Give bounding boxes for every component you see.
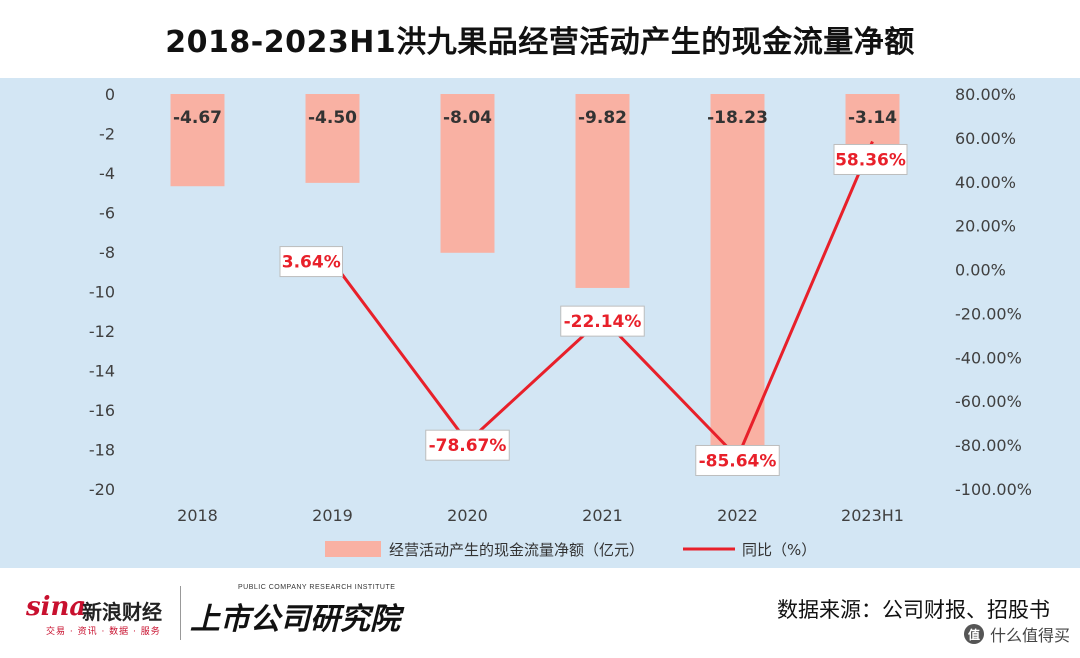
yoy-label-box: [279, 246, 343, 278]
yoy-label-box: [425, 429, 510, 461]
x-tick-label: 2020: [447, 506, 488, 525]
institute-name: 上市公司研究院: [190, 602, 400, 637]
y-right-tick-label: -20.00%: [955, 304, 1022, 323]
x-tick-label: 2018: [177, 506, 218, 525]
y-left-tick-label: -14: [89, 362, 115, 381]
y-right-tick-label: -40.00%: [955, 348, 1022, 367]
y-left-tick-label: -12: [89, 322, 115, 341]
y-left-tick-label: -16: [89, 401, 115, 420]
yoy-data-label: -22.14%: [564, 312, 642, 332]
bar-data-label: -18.23: [707, 108, 768, 128]
y-left-tick-label: -6: [99, 204, 115, 223]
watermark: 值 什么值得买: [963, 622, 1070, 646]
yoy-data-label: -78.67%: [429, 436, 507, 456]
chart-title: 2018-2023H1洪九果品经营活动产生的现金流量净额: [165, 25, 915, 60]
sina-finance-logo: sina 新浪财经 交易 · 资讯 · 数据 · 服务: [26, 590, 176, 637]
y-left-tick-label: -10: [89, 283, 115, 302]
footer-divider: [180, 586, 181, 640]
y-right-tick-label: -80.00%: [955, 436, 1022, 455]
bar: [710, 94, 765, 455]
y-left-tick-label: -18: [89, 441, 115, 460]
y-right-tick-label: 40.00%: [955, 173, 1016, 192]
sina-brand-sub: 交易 · 资讯 · 数据 · 服务: [46, 627, 161, 637]
bar-data-label: -4.50: [308, 108, 357, 128]
y-left-tick-label: -8: [99, 243, 115, 262]
bar-data-label: -9.82: [578, 108, 627, 128]
y-left-tick-label: 0: [105, 85, 115, 104]
research-institute-logo: PUBLIC COMPANY RESEARCH INSTITUTE 上市公司研究…: [190, 582, 420, 642]
institute-english-name: PUBLIC COMPANY RESEARCH INSTITUTE: [238, 584, 396, 591]
x-tick-label: 2022: [717, 506, 758, 525]
bar-data-label: -8.04: [443, 108, 492, 128]
y-right-tick-label: -100.00%: [955, 480, 1032, 499]
bar: [170, 94, 225, 187]
legend-bar-swatch: [325, 541, 381, 557]
y-right-tick-label: 80.00%: [955, 85, 1016, 104]
yoy-data-label: -85.64%: [699, 451, 777, 471]
footer: sina 新浪财经 交易 · 资讯 · 数据 · 服务 PUBLIC COMPA…: [0, 568, 1080, 658]
bar: [440, 94, 495, 253]
y-left-tick-label: -2: [99, 125, 115, 144]
sina-brand-name: 新浪财经: [82, 600, 162, 624]
bar-data-label: -4.67: [173, 108, 222, 128]
y-left-tick-label: -20: [89, 480, 115, 499]
yoy-label-box: [695, 444, 780, 476]
y-left-tick-label: -4: [99, 164, 115, 183]
watermark-text: 什么值得买: [989, 626, 1070, 645]
yoy-label-box: [833, 143, 908, 175]
bar: [575, 94, 630, 288]
legend-line-label: 同比（%）: [742, 541, 816, 559]
x-tick-label: 2021: [582, 506, 623, 525]
bar: [305, 94, 360, 183]
y-right-tick-label: 20.00%: [955, 217, 1016, 236]
title-bar: 2018-2023H1洪九果品经营活动产生的现金流量净额: [0, 0, 1080, 78]
data-source: 数据来源：公司财报、招股书: [777, 598, 1050, 622]
bar-data-label: -3.14: [848, 108, 897, 128]
x-tick-label: 2019: [312, 506, 353, 525]
yoy-data-label: 3.64%: [282, 253, 341, 273]
x-tick-label: 2023H1: [841, 506, 904, 525]
y-right-tick-label: -60.00%: [955, 392, 1022, 411]
watermark-icon: 值: [963, 624, 984, 644]
yoy-label-box: [560, 305, 645, 337]
legend-bar-label: 经营活动产生的现金流量净额（亿元）: [389, 541, 644, 559]
yoy-data-label: 58.36%: [835, 150, 906, 170]
sina-logo-text: sina: [26, 592, 87, 622]
combo-chart: 0 -2 -4 -6 -8 -10 -12 -14 -16 -18 -20 80.00% 60.00% 4…: [89, 85, 1032, 559]
y-right-tick-label: 60.00%: [955, 129, 1016, 148]
y-right-tick-label: 0.00%: [955, 261, 1006, 280]
